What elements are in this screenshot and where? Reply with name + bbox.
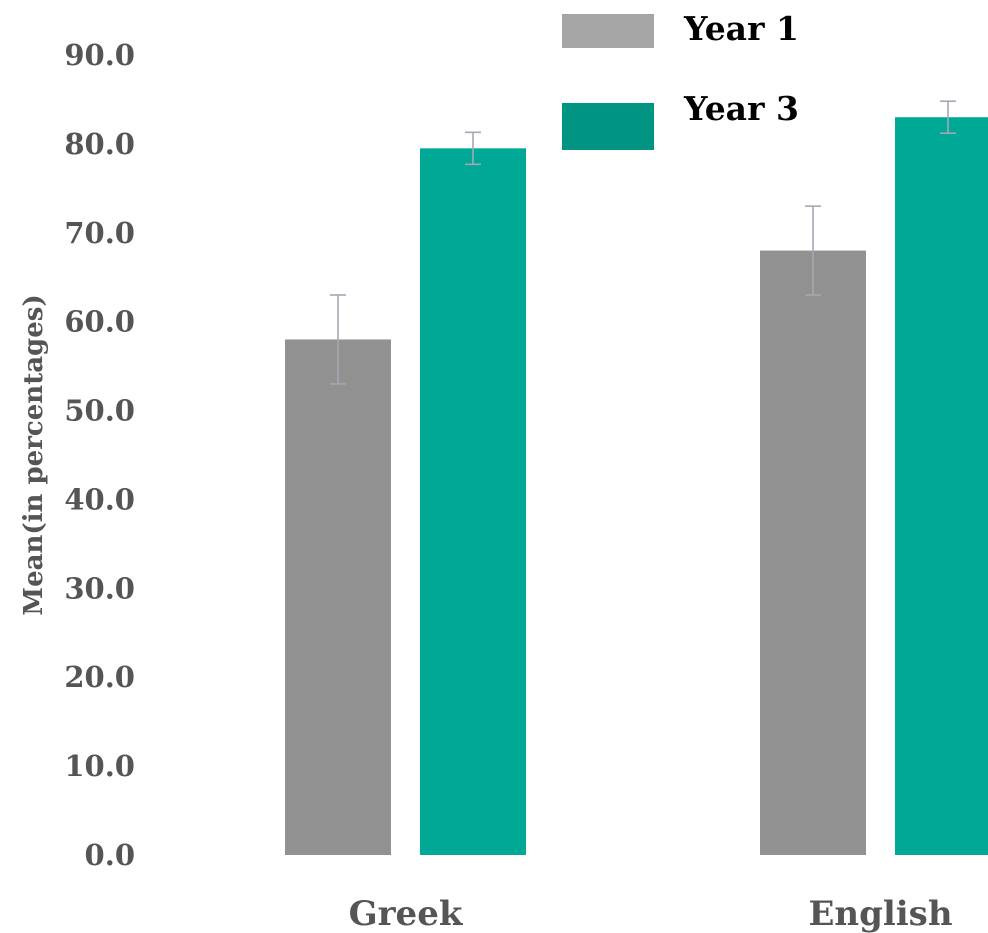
legend: Year 1 Year 3 [562, 9, 799, 150]
y-tick-label: 10.0 [64, 749, 135, 783]
bar-greek-year-1 [285, 339, 391, 855]
legend-label: Year 3 [683, 89, 799, 128]
error-bar [805, 205, 821, 296]
bars [285, 117, 988, 856]
y-tick-label: 70.0 [64, 216, 135, 250]
y-tick-label: 60.0 [64, 305, 135, 339]
y-axis-label: Mean(in percentages) [19, 294, 49, 615]
legend-swatch [562, 14, 654, 48]
y-tick-label: 40.0 [64, 482, 135, 516]
bar-greek-year-3 [420, 148, 526, 856]
legend-label: Year 1 [683, 9, 799, 48]
error-bars [330, 100, 956, 385]
y-tick-label: 20.0 [64, 660, 135, 694]
legend-swatch [562, 103, 654, 150]
error-bar [465, 131, 481, 166]
x-category-label: Greek [349, 894, 464, 933]
x-axis-categories: Greek English [349, 894, 953, 933]
y-tick-label: 50.0 [64, 394, 135, 428]
y-tick-label: 90.0 [64, 38, 135, 72]
bar-english-year-3 [895, 117, 988, 855]
x-category-label: English [808, 894, 952, 933]
bar-english-year-1 [760, 250, 866, 856]
y-tick-label: 0.0 [85, 838, 135, 872]
error-bar [940, 100, 956, 135]
y-tick-label: 30.0 [64, 571, 135, 605]
y-tick-label: 80.0 [64, 127, 135, 161]
error-bar [330, 294, 346, 385]
y-axis-ticks: 0.0 10.0 20.0 30.0 40.0 50.0 60.0 70.0 80.0 90.0 [64, 38, 135, 872]
